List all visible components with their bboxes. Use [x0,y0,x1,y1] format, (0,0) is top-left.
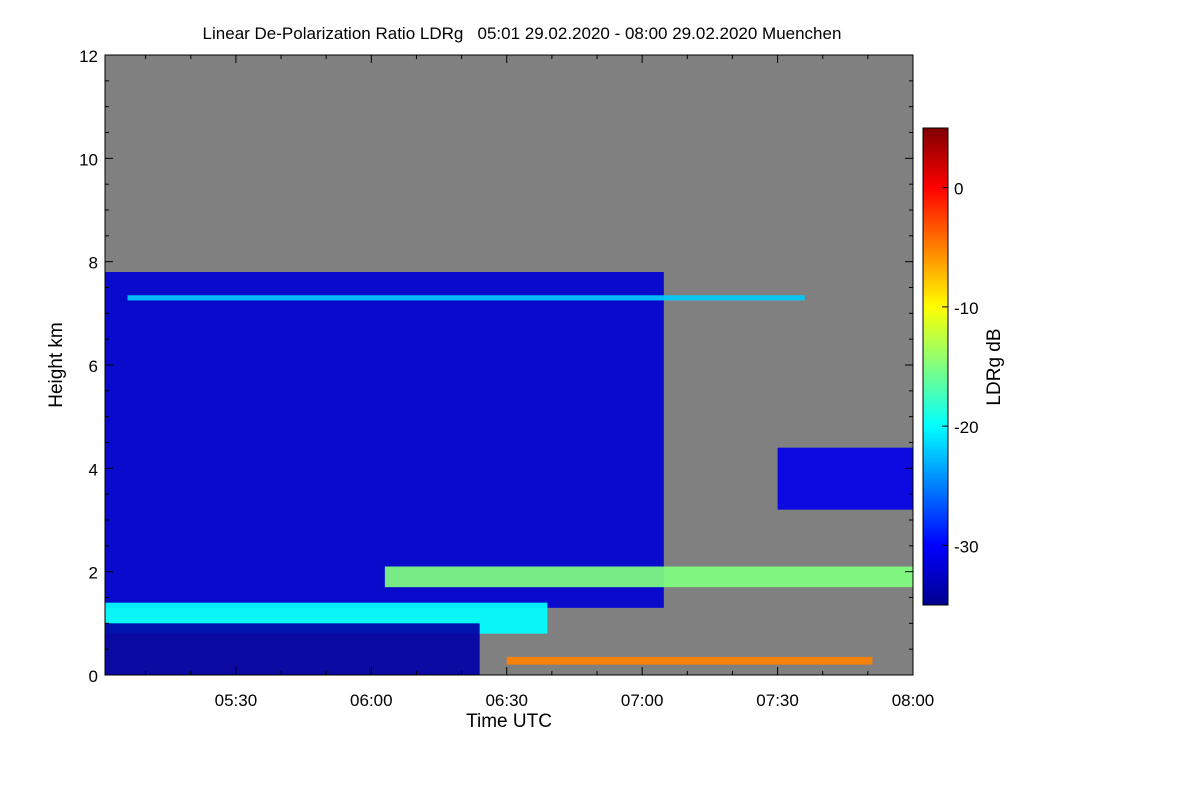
x-axis-label: Time UTC [466,711,552,732]
x-tick-label: 08:00 [892,691,935,710]
x-tick-label: 07:30 [756,691,799,710]
data-layers [105,272,913,675]
y-tick-label: 2 [89,564,98,583]
colorbar-tick-label: -30 [954,537,979,556]
colorbar-tick-label: 0 [954,180,963,199]
colorbar-tick-label: -10 [954,299,979,318]
x-tick-label: 07:00 [621,691,664,710]
y-tick-label: 6 [89,357,98,376]
chart-title: Linear De-Polarization Ratio LDRg 05:01 … [203,24,842,43]
y-tick-label: 8 [89,254,98,273]
y-axis-label: Height km [46,322,67,408]
y-tick-label: 10 [79,150,98,169]
layer-precipitation [105,623,480,675]
y-tick-label: 0 [89,667,98,686]
y-axis: 0 2 4 6 8 10 12 [79,47,913,686]
x-tick-label: 06:30 [485,691,528,710]
layer-ice-cloud [105,272,664,608]
y-tick-label: 4 [89,460,98,479]
layer-liquid-layer [384,566,913,588]
layer-surface-layer [506,656,873,665]
x-tick-label: 06:00 [350,691,393,710]
colorbar-axis: 0 -10 -20 -30 [942,180,979,556]
x-axis: 05:30 06:00 06:30 07:00 07:30 08:00 [145,55,935,710]
y-tick-label: 12 [79,47,98,66]
layer-thin-layer [127,295,805,301]
colorbar-tick-label: -20 [954,418,979,437]
colorbar [922,127,949,606]
colorbar-label: LDRg dB [984,328,1005,405]
layer-ice-cloud-late [777,447,913,510]
x-tick-label: 05:30 [215,691,258,710]
